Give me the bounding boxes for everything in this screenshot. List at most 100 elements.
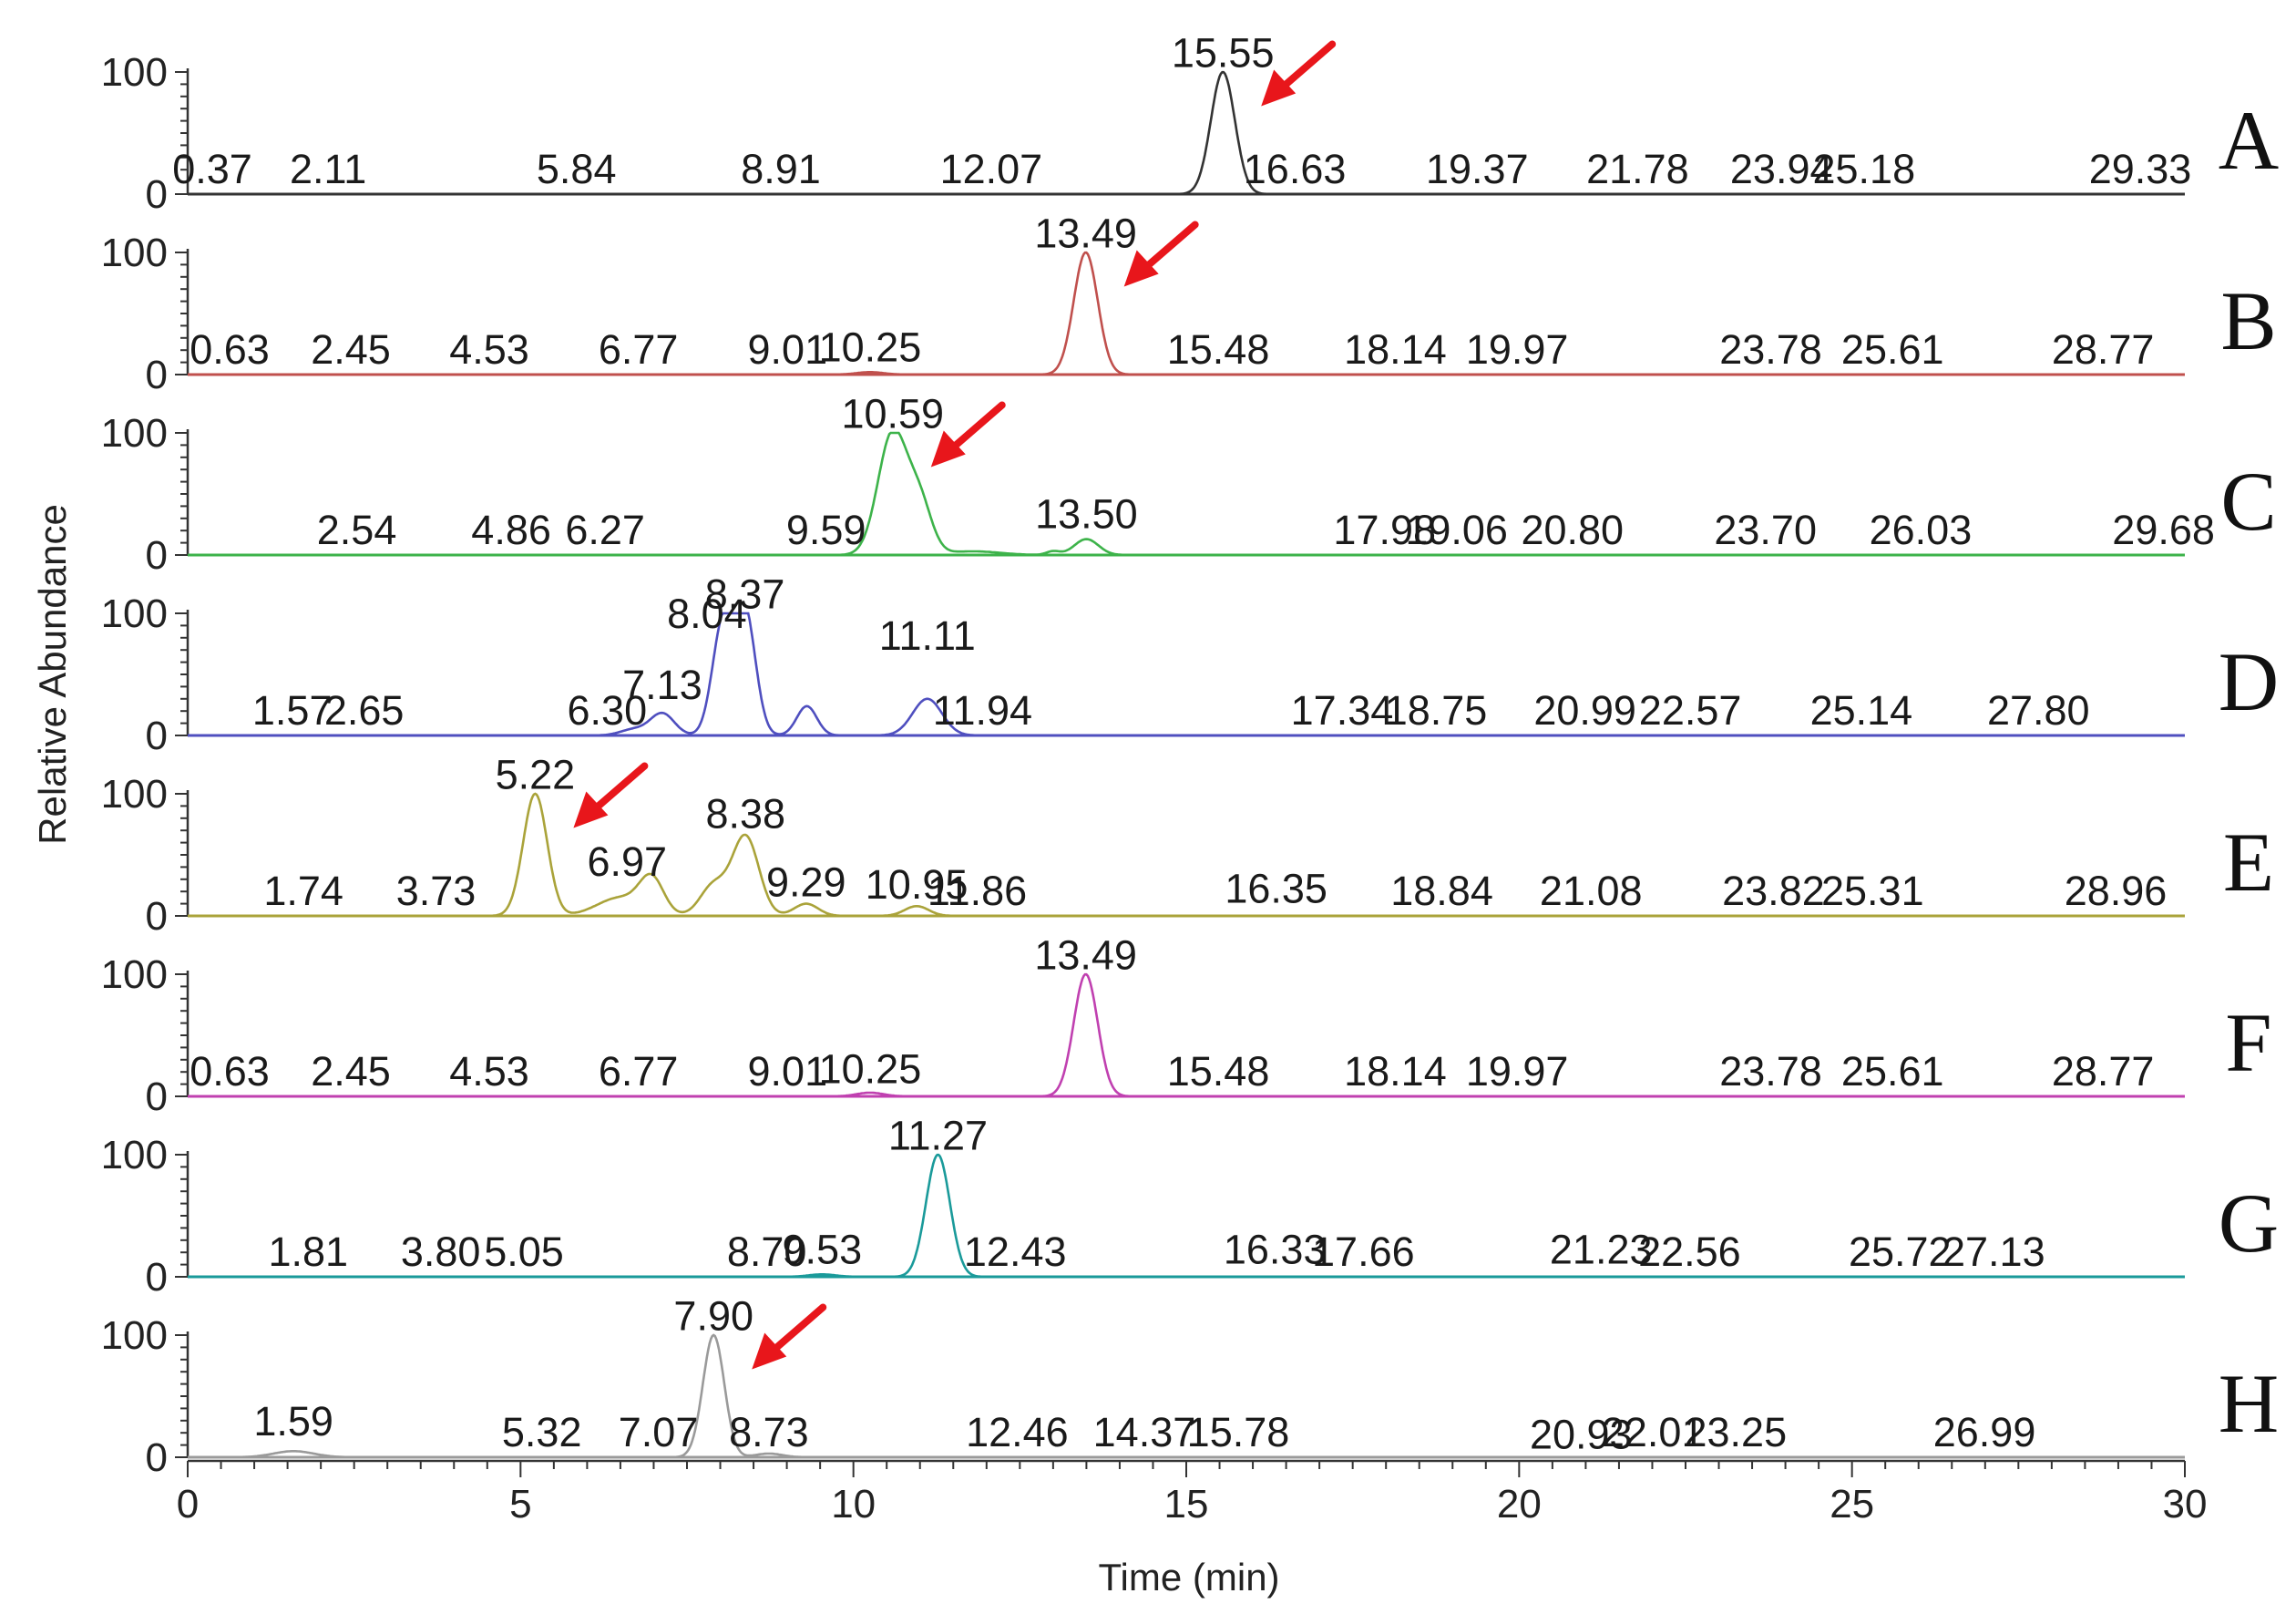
- peak-label: 23.25: [1684, 1409, 1787, 1455]
- peak-label: 22.56: [1638, 1228, 1741, 1275]
- peak-label: 8.38: [706, 791, 786, 838]
- panel-letter: D: [2219, 635, 2279, 728]
- x-tick-label: 30: [2163, 1482, 2208, 1527]
- peak-label: 12.43: [964, 1228, 1067, 1275]
- y-tick-label: 0: [146, 1435, 168, 1480]
- peak-label: 3.80: [401, 1228, 481, 1275]
- y-tick-label: 0: [146, 353, 168, 397]
- y-tick-label: 100: [101, 1133, 168, 1177]
- peak-label: 11.27: [888, 1113, 988, 1159]
- peak-label: 16.33: [1224, 1226, 1327, 1272]
- peak-label: 19.06: [1405, 507, 1508, 553]
- panel-letter: E: [2223, 816, 2274, 909]
- peak-label: 18.75: [1385, 687, 1488, 734]
- peak-label: 23.78: [1719, 1048, 1822, 1095]
- peak-label: 8.70: [727, 1228, 807, 1275]
- peak-label: 15.78: [1187, 1409, 1290, 1455]
- peak-label: 11.11: [879, 612, 976, 659]
- peak-label: 5.22: [496, 752, 576, 798]
- peak-label: 11.86: [928, 868, 1027, 914]
- peak-label: 19.97: [1466, 326, 1569, 373]
- panel-c: 100 0 2.54 4.86 6.27 9.59 10.59 13.50 17.9819.06…: [101, 391, 2277, 578]
- peak-label: 9.59: [786, 507, 866, 553]
- peak-label: 9.29: [766, 859, 846, 906]
- panel-letter: C: [2220, 455, 2276, 548]
- y-tick-label: 0: [146, 714, 168, 758]
- x-tick-label: 25: [1830, 1482, 1874, 1527]
- peak-label: 25.31: [1821, 868, 1924, 914]
- panel-letter: B: [2220, 274, 2276, 367]
- peak-label: 16.35: [1225, 865, 1327, 911]
- y-tick-label: 0: [146, 1074, 168, 1119]
- annotation-arrow-head: [1123, 250, 1159, 287]
- peak-label: 8.37: [705, 571, 785, 618]
- peak-label: 7.90: [673, 1293, 753, 1340]
- peak-label: 27.13: [1942, 1228, 2045, 1275]
- peak-label: 12.46: [966, 1409, 1069, 1455]
- peak-label: 6.27: [565, 507, 645, 553]
- peak-label: 25.61: [1841, 1048, 1944, 1095]
- y-axis-title: Relative Abundance: [31, 504, 74, 845]
- y-tick-label: 100: [101, 411, 168, 456]
- peak-label: 17.98: [1333, 507, 1436, 553]
- peak-label: 25.72: [1849, 1228, 1952, 1275]
- peak-label: 26.03: [1870, 507, 1973, 553]
- peak-label: 8.73: [729, 1409, 809, 1455]
- peak-label: 2.65: [324, 687, 405, 734]
- y-tick-label: 100: [101, 591, 168, 636]
- peak-label: 28.77: [2052, 1048, 2155, 1095]
- peak-label: 13.49: [1034, 932, 1137, 979]
- peak-label: 2.54: [317, 507, 397, 553]
- y-tick-label: 0: [146, 1255, 168, 1300]
- peak-label: 22.01: [1602, 1409, 1705, 1455]
- peak-label: 6.97: [587, 838, 667, 885]
- peak-label: 5.32: [502, 1409, 582, 1455]
- peak-label: 9.01: [748, 1048, 828, 1095]
- peak-label: 18.14: [1344, 1048, 1447, 1095]
- peak-label: 1.74: [263, 868, 343, 914]
- peak-label: 28.77: [2052, 326, 2155, 373]
- peak-label: 14.37: [1093, 1409, 1196, 1455]
- x-tick-label: 5: [509, 1482, 531, 1527]
- panel-letter: H: [2219, 1357, 2279, 1450]
- peak-label: 1.59: [253, 1398, 333, 1444]
- peak-label: 21.23: [1550, 1226, 1653, 1272]
- peak-label: 6.30: [568, 687, 648, 734]
- peak-label: 5.05: [484, 1228, 564, 1275]
- peak-label: 20.99: [1533, 687, 1636, 734]
- peak-label: 8.04: [667, 591, 747, 637]
- peak-label: 25.61: [1841, 326, 1944, 373]
- annotation-arrow-head: [1261, 69, 1297, 107]
- peak-label: 15.48: [1167, 326, 1270, 373]
- peak-label: 10.25: [819, 324, 922, 370]
- peak-label: 5.84: [537, 146, 617, 192]
- peak-label: 10.25: [819, 1045, 922, 1092]
- peak-label: 0.63: [190, 326, 270, 373]
- peak-label: 10.59: [841, 391, 944, 437]
- x-axis-title: Time (min): [1098, 1556, 1279, 1599]
- peak-label: 23.82: [1722, 868, 1825, 914]
- peak-label: 25.18: [1813, 146, 1916, 192]
- peak-label: 9.53: [783, 1226, 863, 1272]
- peak-label: 4.53: [449, 1048, 529, 1095]
- peak-label: 20.93: [1530, 1412, 1633, 1458]
- peak-label: 0.37: [172, 146, 252, 192]
- peak-label: 17.34: [1291, 687, 1394, 734]
- peak-label: 15.48: [1167, 1048, 1270, 1095]
- peak-label: 18.14: [1344, 326, 1447, 373]
- peak-label: 1.81: [268, 1228, 348, 1275]
- annotation-arrow-head: [930, 430, 966, 468]
- x-tick-label: 15: [1164, 1482, 1209, 1527]
- y-tick-label: 100: [101, 50, 168, 95]
- peak-label: 23.94: [1730, 146, 1833, 192]
- peak-label: 20.80: [1521, 507, 1624, 553]
- annotation-arrow-head: [573, 791, 609, 828]
- peak-label: 22.57: [1639, 687, 1742, 734]
- peak-label: 2.11: [290, 146, 366, 192]
- peak-label: 29.68: [2112, 507, 2215, 553]
- peak-label: 8.91: [741, 146, 821, 192]
- panel-d: 100 0 1.572.65 6.307.13 8.048.37 11.11 11.94 17…: [101, 571, 2280, 758]
